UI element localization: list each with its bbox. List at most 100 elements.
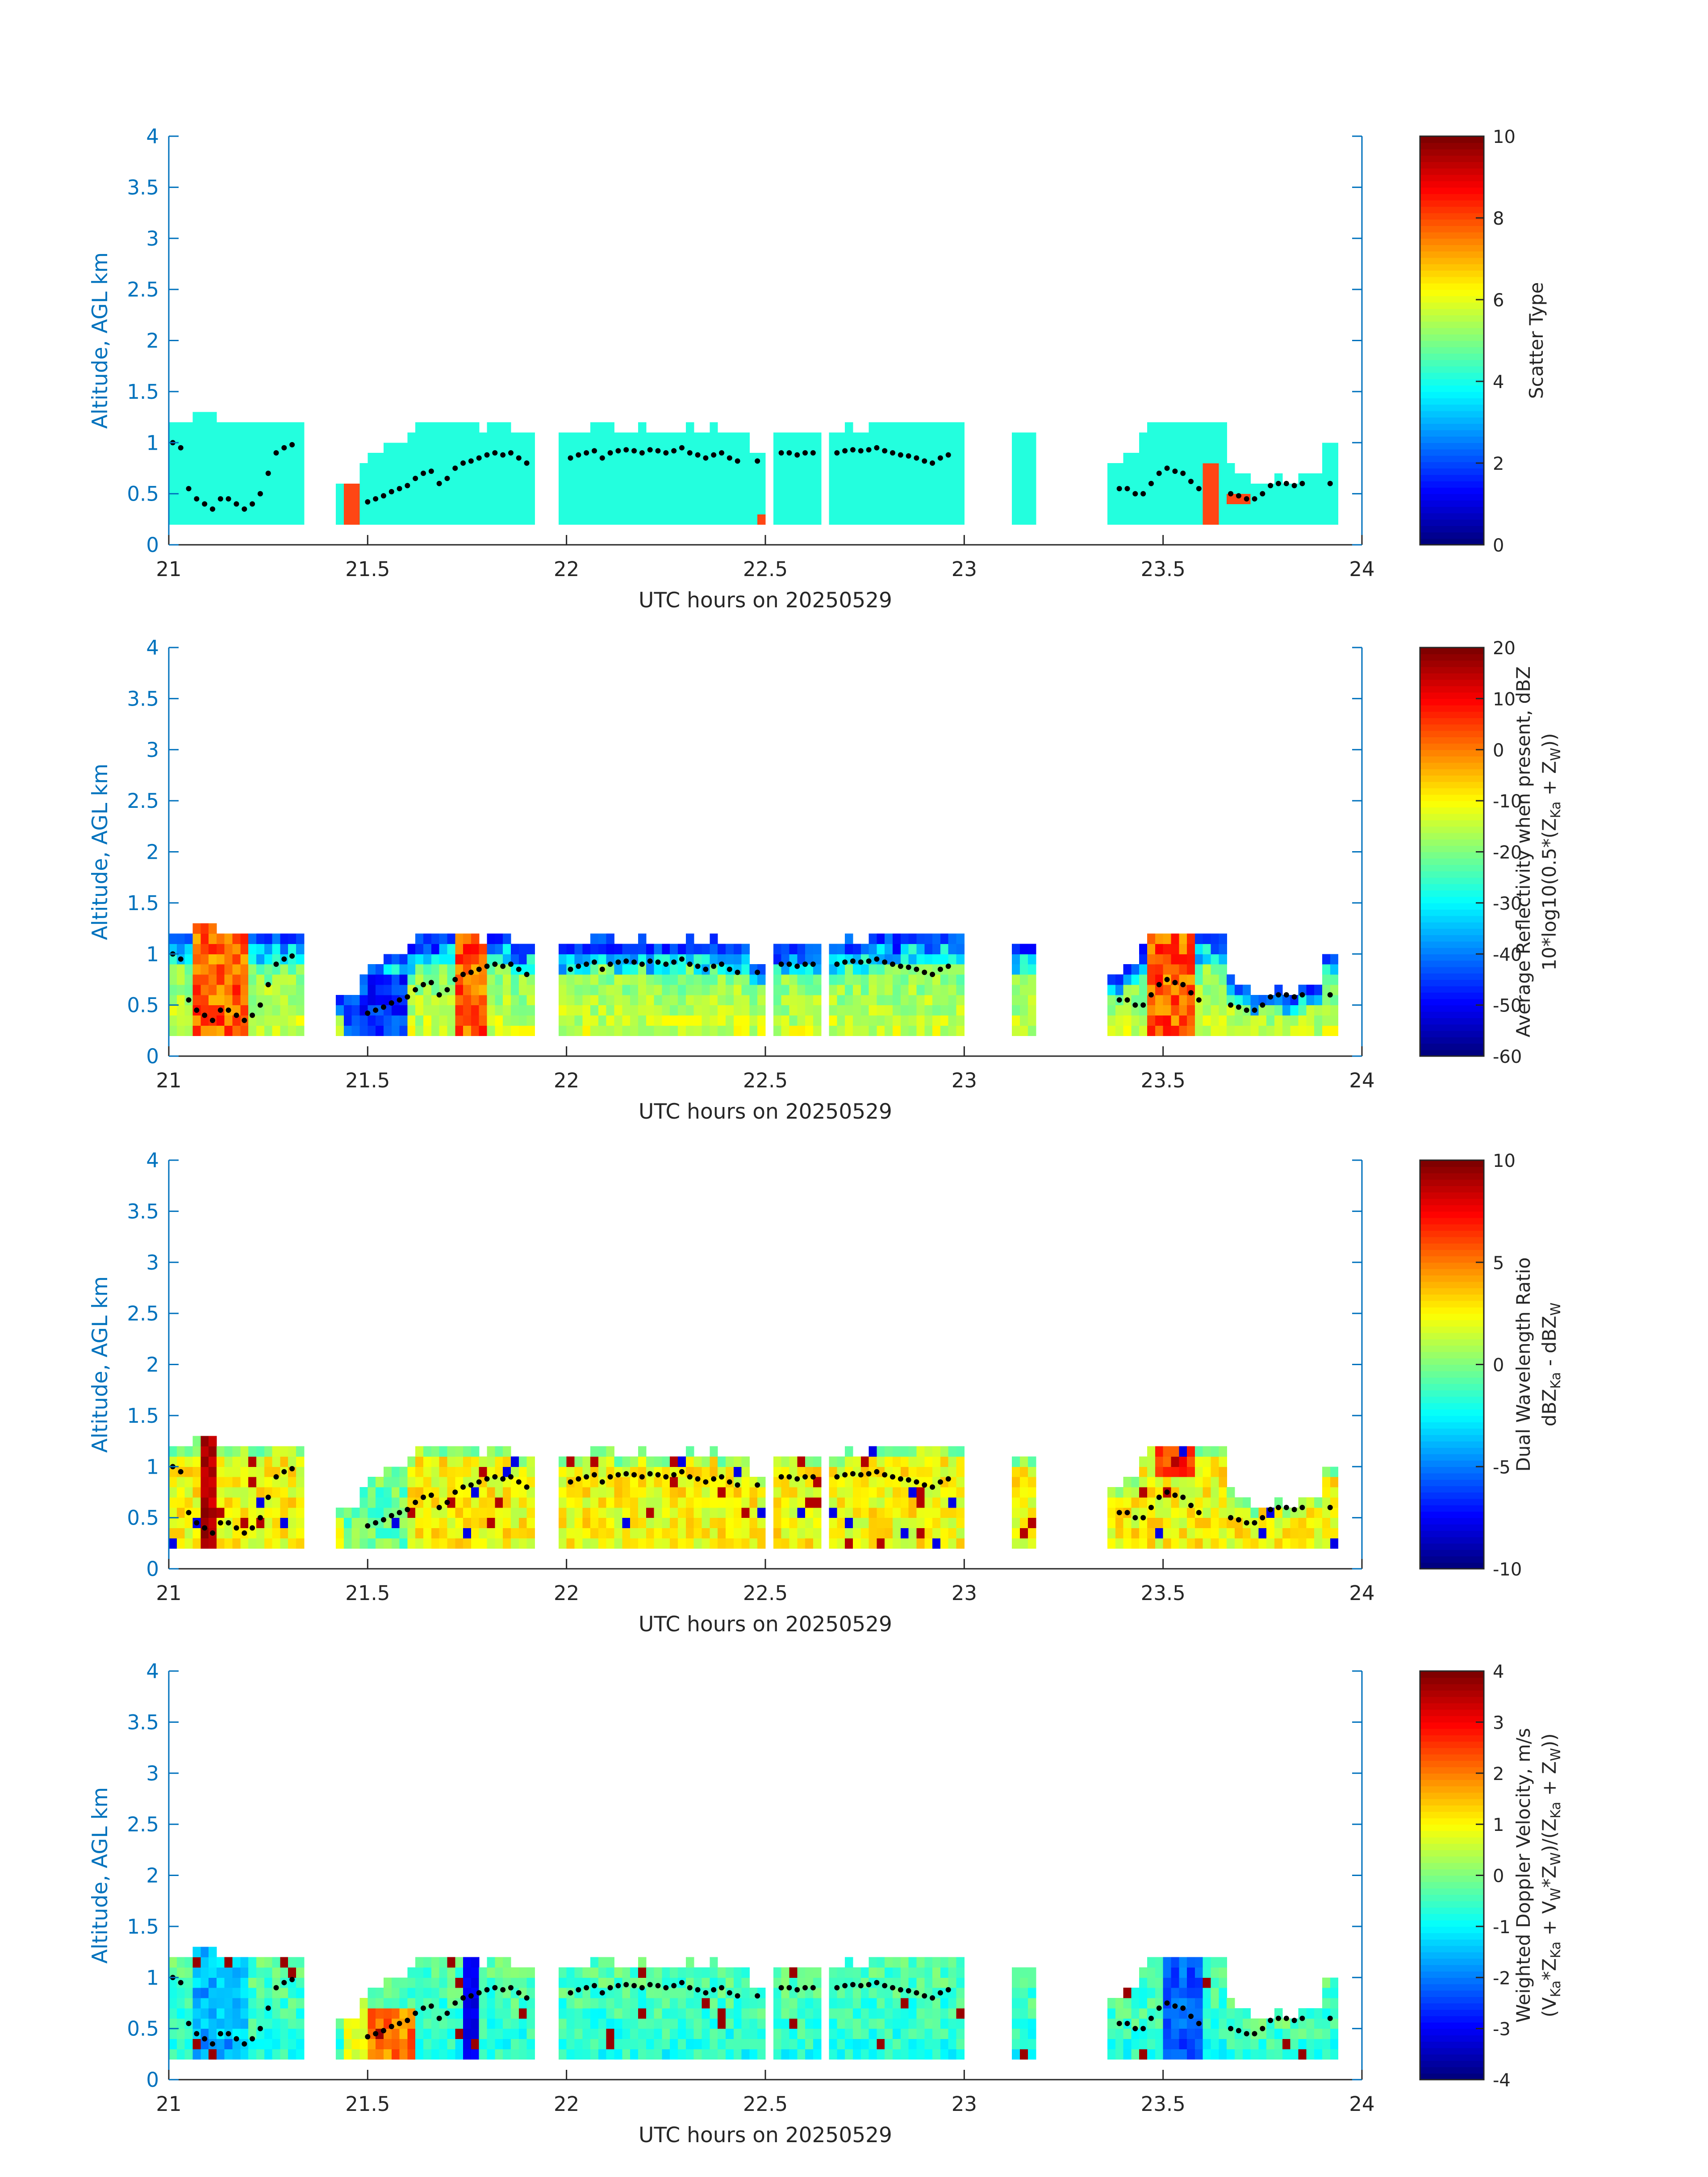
- heatmap-cell: [845, 1988, 853, 1998]
- heatmap-cell: [869, 1456, 877, 1467]
- heatmap-cell: [184, 432, 193, 443]
- heatmap-cell: [367, 1998, 376, 2009]
- y-tick-label: 1: [146, 942, 159, 966]
- heatmap-cell: [264, 1977, 273, 1988]
- heatmap-cell: [1163, 1005, 1172, 1016]
- heatmap-cell: [869, 994, 877, 1006]
- heatmap-cell: [383, 964, 392, 975]
- heatmap-cell: [685, 1456, 694, 1467]
- heatmap-cell: [829, 453, 837, 464]
- heatmap-cell: [1115, 1517, 1124, 1529]
- heatmap-cell: [582, 1467, 591, 1477]
- heatmap-cell: [1227, 1025, 1235, 1036]
- heatmap-cell: [510, 493, 519, 505]
- heatmap-cell: [447, 1998, 455, 2009]
- heatmap-cell: [1147, 1015, 1156, 1026]
- heatmap-cell: [423, 994, 432, 1006]
- heatmap-cell: [781, 1025, 790, 1036]
- heatmap-cell: [272, 1507, 280, 1518]
- heatmap-cell: [431, 1988, 440, 1998]
- heatmap-cell: [209, 1988, 217, 1998]
- colorbar-tick-label: 0: [1493, 740, 1504, 761]
- heatmap-cell: [526, 1998, 535, 2009]
- cloud-base-dot: [452, 1489, 458, 1495]
- cloud-base-dot: [663, 1474, 669, 1480]
- heatmap-cell: [423, 1446, 432, 1457]
- heatmap-cell: [463, 933, 472, 944]
- heatmap-cell: [908, 1507, 917, 1518]
- heatmap-cell: [1266, 493, 1275, 505]
- heatmap-cell: [646, 984, 655, 995]
- cloud-base-dot: [794, 963, 800, 969]
- heatmap-cell: [455, 483, 464, 494]
- heatmap-cell: [1250, 2018, 1259, 2029]
- heatmap-cell: [1139, 493, 1148, 505]
- heatmap-cell: [447, 944, 455, 954]
- heatmap-cell: [367, 473, 376, 484]
- heatmap-cell: [423, 443, 432, 453]
- heatmap-cell: [1298, 1528, 1307, 1538]
- heatmap-cell: [813, 1998, 822, 2009]
- heatmap-cell: [741, 1517, 750, 1529]
- heatmap-cell: [829, 1538, 837, 1549]
- heatmap-cell: [1179, 504, 1187, 514]
- heatmap-cell: [415, 1967, 424, 1978]
- heatmap-cell: [781, 514, 790, 525]
- heatmap-cell: [710, 2039, 718, 2049]
- heatmap-cell: [741, 1005, 750, 1016]
- heatmap-cell: [908, 974, 917, 985]
- heatmap-cell: [1203, 504, 1211, 514]
- heatmap-cell: [256, 1467, 265, 1477]
- colorbar-step: [1420, 155, 1484, 162]
- heatmap-cell: [590, 2039, 599, 2049]
- heatmap-cell: [280, 483, 288, 494]
- heatmap-cell: [1115, 473, 1124, 484]
- heatmap-cell: [1242, 1015, 1251, 1026]
- heatmap-cell: [224, 1507, 233, 1518]
- heatmap-cell: [1219, 493, 1227, 505]
- heatmap-cell: [1227, 2049, 1235, 2060]
- heatmap-cell: [900, 2049, 909, 2060]
- heatmap-cell: [169, 1497, 177, 1508]
- heatmap-cell: [1147, 933, 1156, 944]
- heatmap-cell: [1155, 1025, 1164, 1036]
- cloud-base-dot: [898, 963, 903, 969]
- heatmap-cell: [685, 974, 694, 985]
- heatmap-cell: [702, 1977, 710, 1988]
- heatmap-cell: [232, 1477, 241, 1488]
- heatmap-cell: [614, 984, 622, 995]
- heatmap-cell: [383, 463, 392, 474]
- heatmap-cell: [908, 994, 917, 1006]
- heatmap-cell: [662, 954, 670, 965]
- heatmap-cell: [232, 1497, 241, 1508]
- heatmap-cell: [510, 2028, 519, 2039]
- heatmap-cell: [1306, 2018, 1315, 2029]
- heatmap-cell: [264, 1477, 273, 1488]
- heatmap-cell: [463, 432, 472, 443]
- heatmap-cell: [455, 2049, 464, 2060]
- heatmap-cell: [415, 2039, 424, 2049]
- heatmap-cell: [638, 1497, 647, 1508]
- colorbar-step: [1420, 1256, 1484, 1263]
- heatmap-cell: [367, 1538, 376, 1549]
- heatmap-cell: [566, 1977, 575, 1988]
- heatmap-cell: [1314, 473, 1323, 484]
- heatmap-cell: [383, 1977, 392, 1988]
- x-tick-label: 22.5: [743, 1069, 788, 1092]
- heatmap-cell: [869, 1517, 877, 1529]
- heatmap-cell: [1155, 453, 1164, 464]
- heatmap-cell: [1203, 1988, 1211, 1998]
- heatmap-cell: [638, 504, 647, 514]
- heatmap-cell: [1115, 2028, 1124, 2039]
- heatmap-cell: [813, 2039, 822, 2049]
- cloud-base-dot: [687, 450, 693, 456]
- heatmap-cell: [685, 1507, 694, 1518]
- heatmap-cell: [1139, 1467, 1148, 1477]
- cloud-base-dot: [1291, 994, 1297, 1000]
- heatmap-cell: [224, 1025, 233, 1036]
- y-tick-label: 0.5: [127, 482, 159, 506]
- cloud-base-dot: [576, 452, 581, 458]
- heatmap-cell: [216, 2039, 225, 2049]
- heatmap-cell: [1274, 2049, 1283, 2060]
- heatmap-cell: [1203, 933, 1211, 944]
